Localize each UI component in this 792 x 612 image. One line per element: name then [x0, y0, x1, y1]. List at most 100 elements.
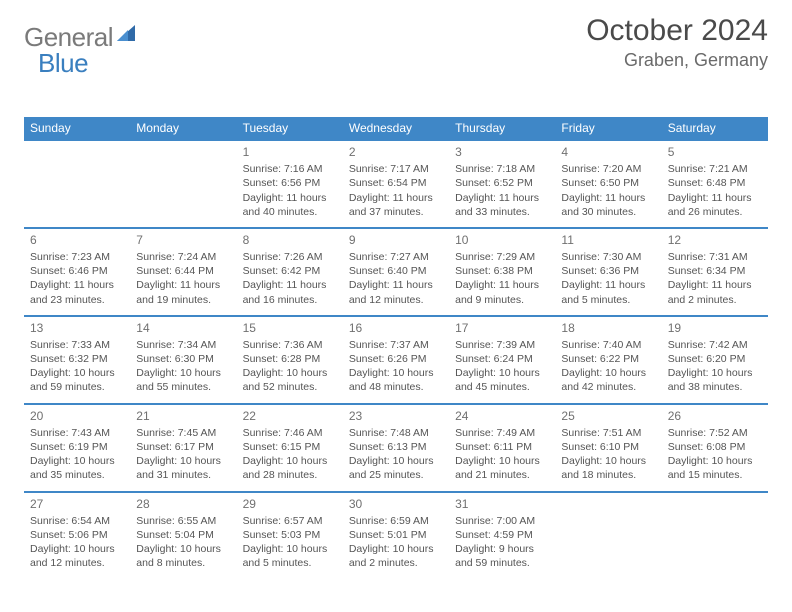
- sunset-text: Sunset: 6:32 PM: [30, 352, 124, 366]
- day-number: 7: [136, 232, 230, 248]
- day-number: 14: [136, 320, 230, 336]
- day-number: 6: [30, 232, 124, 248]
- logo-blue-line: Blue: [38, 48, 88, 79]
- sunrise-text: Sunrise: 7:16 AM: [243, 162, 337, 176]
- sunrise-text: Sunrise: 7:49 AM: [455, 426, 549, 440]
- calendar-day-cell: 4Sunrise: 7:20 AMSunset: 6:50 PMDaylight…: [555, 140, 661, 228]
- calendar-day-cell: 7Sunrise: 7:24 AMSunset: 6:44 PMDaylight…: [130, 228, 236, 316]
- sunset-text: Sunset: 6:08 PM: [668, 440, 762, 454]
- calendar-day-cell: 21 Sunrise: 7:45 AMSunset: 6:17 PMDayligh…: [130, 404, 236, 492]
- daylight-text: Daylight: 10 hours and 28 minutes.: [243, 454, 337, 482]
- day-number: 20: [30, 408, 124, 424]
- sunset-text: Sunset: 6:11 PM: [455, 440, 549, 454]
- month-title: October 2024: [586, 14, 768, 48]
- day-number: 2: [349, 144, 443, 160]
- day-number: 21: [136, 408, 230, 424]
- daylight-text: Daylight: 10 hours and 35 minutes.: [30, 454, 124, 482]
- sunrise-text: Sunrise: 7:36 AM: [243, 338, 337, 352]
- sunset-text: Sunset: 6:46 PM: [30, 264, 124, 278]
- calendar-day-cell: 19Sunrise: 7:42 AMSunset: 6:20 PMDayligh…: [662, 316, 768, 404]
- day-number: 17: [455, 320, 549, 336]
- calendar-week-row: 6Sunrise: 7:23 AMSunset: 6:46 PMDaylight…: [24, 228, 768, 316]
- day-number: 19: [668, 320, 762, 336]
- daylight-text: Daylight: 11 hours and 23 minutes.: [30, 278, 124, 306]
- sunrise-text: Sunrise: 7:29 AM: [455, 250, 549, 264]
- day-number: 25: [561, 408, 655, 424]
- calendar-day-cell: 12Sunrise: 7:31 AMSunset: 6:34 PMDayligh…: [662, 228, 768, 316]
- sunset-text: Sunset: 5:03 PM: [243, 528, 337, 542]
- daylight-text: Daylight: 10 hours and 48 minutes.: [349, 366, 443, 394]
- daylight-text: Daylight: 11 hours and 2 minutes.: [668, 278, 762, 306]
- calendar-week-row: 20Sunrise: 7:43 AMSunset: 6:19 PMDayligh…: [24, 404, 768, 492]
- daylight-text: Daylight: 10 hours and 21 minutes.: [455, 454, 549, 482]
- calendar-day-cell: 29Sunrise: 6:57 AMSunset: 5:03 PMDayligh…: [237, 492, 343, 579]
- day-number: 11: [561, 232, 655, 248]
- sunrise-text: Sunrise: 6:55 AM: [136, 514, 230, 528]
- daylight-text: Daylight: 10 hours and 59 minutes.: [30, 366, 124, 394]
- day-number: 23: [349, 408, 443, 424]
- calendar-table: SundayMondayTuesdayWednesdayThursdayFrid…: [24, 117, 768, 578]
- sunset-text: Sunset: 6:17 PM: [136, 440, 230, 454]
- calendar-day-cell: 1Sunrise: 7:16 AMSunset: 6:56 PMDaylight…: [237, 140, 343, 228]
- weekday-header: Friday: [555, 117, 661, 140]
- sunset-text: Sunset: 6:10 PM: [561, 440, 655, 454]
- sunset-text: Sunset: 6:34 PM: [668, 264, 762, 278]
- day-number: 1: [243, 144, 337, 160]
- sunrise-text: Sunrise: 7:30 AM: [561, 250, 655, 264]
- calendar-day-cell: 14Sunrise: 7:34 AMSunset: 6:30 PMDayligh…: [130, 316, 236, 404]
- calendar-day-cell: 9Sunrise: 7:27 AMSunset: 6:40 PMDaylight…: [343, 228, 449, 316]
- sunrise-text: Sunrise: 6:57 AM: [243, 514, 337, 528]
- calendar-day-cell: 10Sunrise: 7:29 AMSunset: 6:38 PMDayligh…: [449, 228, 555, 316]
- sunrise-text: Sunrise: 7:42 AM: [668, 338, 762, 352]
- weekday-header: Saturday: [662, 117, 768, 140]
- daylight-text: Daylight: 10 hours and 18 minutes.: [561, 454, 655, 482]
- daylight-text: Daylight: 11 hours and 19 minutes.: [136, 278, 230, 306]
- sunset-text: Sunset: 6:13 PM: [349, 440, 443, 454]
- sunset-text: Sunset: 6:52 PM: [455, 176, 549, 190]
- sunset-text: Sunset: 5:01 PM: [349, 528, 443, 542]
- daylight-text: Daylight: 11 hours and 16 minutes.: [243, 278, 337, 306]
- sunset-text: Sunset: 5:06 PM: [30, 528, 124, 542]
- day-number: 12: [668, 232, 762, 248]
- daylight-text: Daylight: 11 hours and 5 minutes.: [561, 278, 655, 306]
- sunrise-text: Sunrise: 7:52 AM: [668, 426, 762, 440]
- sunrise-text: Sunrise: 7:45 AM: [136, 426, 230, 440]
- logo-sail-icon: [115, 23, 137, 48]
- calendar-day-cell: 30Sunrise: 6:59 AMSunset: 5:01 PMDayligh…: [343, 492, 449, 579]
- sunset-text: Sunset: 6:24 PM: [455, 352, 549, 366]
- calendar-day-cell: [555, 492, 661, 579]
- day-number: 4: [561, 144, 655, 160]
- calendar-day-cell: 27Sunrise: 6:54 AMSunset: 5:06 PMDayligh…: [24, 492, 130, 579]
- sunrise-text: Sunrise: 7:17 AM: [349, 162, 443, 176]
- calendar-day-cell: [662, 492, 768, 579]
- sunset-text: Sunset: 6:20 PM: [668, 352, 762, 366]
- daylight-text: Daylight: 10 hours and 25 minutes.: [349, 454, 443, 482]
- sunrise-text: Sunrise: 7:21 AM: [668, 162, 762, 176]
- sunset-text: Sunset: 6:19 PM: [30, 440, 124, 454]
- day-number: 9: [349, 232, 443, 248]
- day-number: 16: [349, 320, 443, 336]
- day-number: 8: [243, 232, 337, 248]
- calendar-day-cell: 16Sunrise: 7:37 AMSunset: 6:26 PMDayligh…: [343, 316, 449, 404]
- daylight-text: Daylight: 10 hours and 15 minutes.: [668, 454, 762, 482]
- day-number: 18: [561, 320, 655, 336]
- calendar-day-cell: 18Sunrise: 7:40 AMSunset: 6:22 PMDayligh…: [555, 316, 661, 404]
- sunset-text: Sunset: 6:26 PM: [349, 352, 443, 366]
- calendar-day-cell: 31Sunrise: 7:00 AMSunset: 4:59 PMDayligh…: [449, 492, 555, 579]
- daylight-text: Daylight: 11 hours and 33 minutes.: [455, 191, 549, 219]
- daylight-text: Daylight: 10 hours and 45 minutes.: [455, 366, 549, 394]
- sunrise-text: Sunrise: 7:00 AM: [455, 514, 549, 528]
- day-number: 26: [668, 408, 762, 424]
- calendar-day-cell: 23Sunrise: 7:48 AMSunset: 6:13 PMDayligh…: [343, 404, 449, 492]
- sunrise-text: Sunrise: 7:40 AM: [561, 338, 655, 352]
- calendar-day-cell: 28Sunrise: 6:55 AMSunset: 5:04 PMDayligh…: [130, 492, 236, 579]
- daylight-text: Daylight: 10 hours and 31 minutes.: [136, 454, 230, 482]
- daylight-text: Daylight: 11 hours and 30 minutes.: [561, 191, 655, 219]
- calendar-day-cell: 2Sunrise: 7:17 AMSunset: 6:54 PMDaylight…: [343, 140, 449, 228]
- sunrise-text: Sunrise: 7:18 AM: [455, 162, 549, 176]
- day-number: 31: [455, 496, 549, 512]
- calendar-day-cell: 25Sunrise: 7:51 AMSunset: 6:10 PMDayligh…: [555, 404, 661, 492]
- title-block: October 2024 Graben, Germany: [586, 14, 768, 71]
- calendar-day-cell: 8Sunrise: 7:26 AMSunset: 6:42 PMDaylight…: [237, 228, 343, 316]
- sunset-text: Sunset: 6:40 PM: [349, 264, 443, 278]
